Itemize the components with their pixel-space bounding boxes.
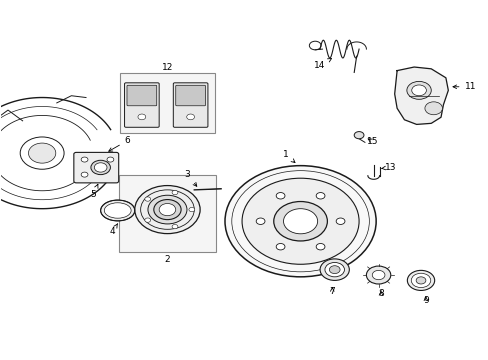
Circle shape xyxy=(329,266,339,274)
Circle shape xyxy=(256,218,264,225)
Text: 2: 2 xyxy=(164,255,170,264)
Text: 5: 5 xyxy=(90,184,98,199)
Circle shape xyxy=(138,114,145,120)
Circle shape xyxy=(325,262,344,277)
Circle shape xyxy=(273,202,327,241)
FancyBboxPatch shape xyxy=(175,85,205,106)
Circle shape xyxy=(28,143,56,163)
Circle shape xyxy=(224,166,375,277)
Text: 12: 12 xyxy=(162,63,173,72)
Circle shape xyxy=(81,172,88,177)
Circle shape xyxy=(335,218,344,225)
Circle shape xyxy=(276,193,285,199)
Circle shape xyxy=(366,266,390,284)
FancyBboxPatch shape xyxy=(120,73,215,133)
Text: 13: 13 xyxy=(381,163,396,172)
Circle shape xyxy=(186,114,194,120)
FancyBboxPatch shape xyxy=(119,175,216,252)
Circle shape xyxy=(410,273,430,288)
Circle shape xyxy=(94,163,107,172)
Circle shape xyxy=(148,195,186,224)
Ellipse shape xyxy=(101,200,135,221)
Text: 15: 15 xyxy=(366,137,377,146)
Circle shape xyxy=(415,277,425,284)
Circle shape xyxy=(107,157,114,162)
Circle shape xyxy=(154,199,181,220)
Circle shape xyxy=(283,209,317,234)
Circle shape xyxy=(316,243,325,250)
Text: 6: 6 xyxy=(108,136,130,151)
Circle shape xyxy=(242,178,358,264)
Circle shape xyxy=(371,270,384,280)
FancyBboxPatch shape xyxy=(173,83,207,127)
Text: 4: 4 xyxy=(110,224,117,236)
Text: 8: 8 xyxy=(377,289,383,298)
Circle shape xyxy=(188,207,194,212)
Circle shape xyxy=(407,270,434,291)
Text: 14: 14 xyxy=(314,59,331,70)
Circle shape xyxy=(172,225,178,229)
Circle shape xyxy=(135,185,200,234)
Circle shape xyxy=(144,218,150,222)
FancyBboxPatch shape xyxy=(74,152,119,183)
FancyBboxPatch shape xyxy=(127,85,157,106)
Text: 9: 9 xyxy=(422,296,428,305)
Text: 7: 7 xyxy=(329,287,334,296)
Text: 1: 1 xyxy=(283,150,294,163)
Circle shape xyxy=(81,157,88,162)
Circle shape xyxy=(353,132,363,139)
Circle shape xyxy=(172,190,178,195)
Circle shape xyxy=(91,160,110,175)
Circle shape xyxy=(424,102,442,115)
Circle shape xyxy=(144,197,150,201)
Text: 3: 3 xyxy=(183,170,196,186)
Circle shape xyxy=(159,203,175,216)
Ellipse shape xyxy=(104,203,131,218)
FancyBboxPatch shape xyxy=(124,83,159,127)
Circle shape xyxy=(20,137,64,169)
Text: 11: 11 xyxy=(452,82,475,91)
Circle shape xyxy=(406,81,430,99)
Text: 10: 10 xyxy=(0,359,1,360)
Circle shape xyxy=(411,85,426,96)
Polygon shape xyxy=(394,67,447,125)
Circle shape xyxy=(316,193,325,199)
Circle shape xyxy=(276,243,285,250)
Circle shape xyxy=(320,259,348,280)
